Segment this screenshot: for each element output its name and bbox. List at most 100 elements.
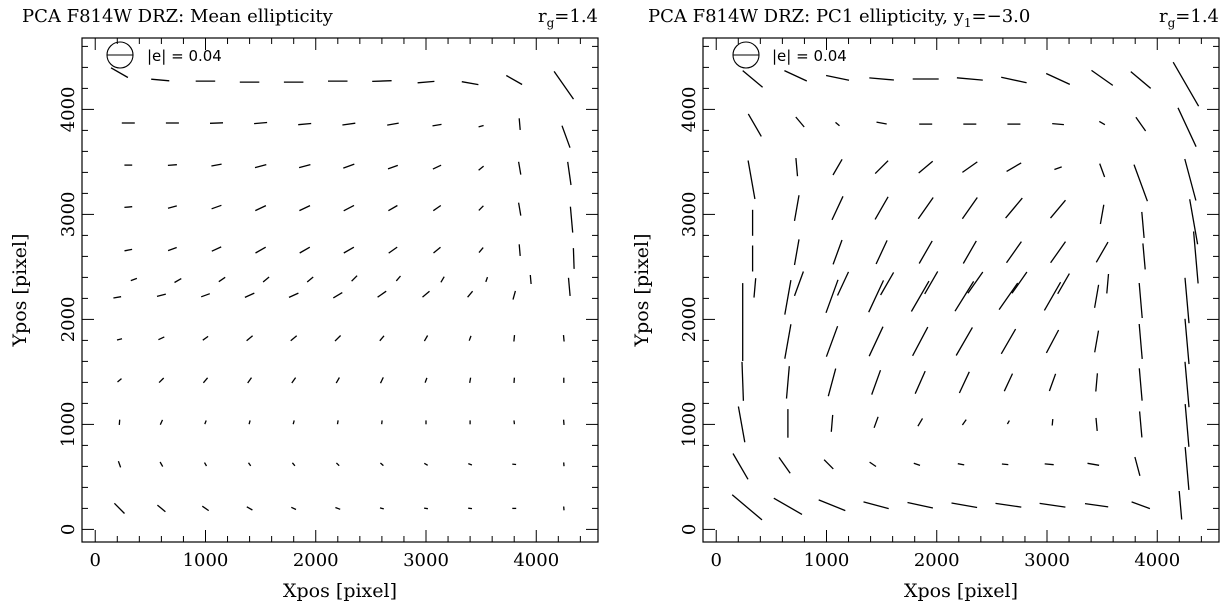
y-tick-label: 1000: [58, 401, 79, 447]
ellipticity-stick: [423, 335, 429, 342]
x-axis-label: Xpos [pixel]: [283, 580, 397, 602]
ellipticity-stick: [255, 205, 267, 212]
ellipticity-stick: [1184, 404, 1190, 447]
ellipticity-stick: [832, 158, 843, 176]
ellipticity-stick: [967, 271, 984, 294]
ellipticity-stick: [202, 377, 209, 384]
ellipticity-stick: [795, 158, 799, 177]
x-tick-label: 4000: [513, 550, 559, 571]
ellipticity-stick: [1189, 199, 1199, 245]
ellipticity-stick: [513, 335, 516, 342]
ellipticity-stick: [298, 122, 312, 126]
ellipticity-stick: [1006, 162, 1022, 172]
axis-ticks: 0 1000 2000 3000 4000 0 1000 2000 3000 4000: [58, 38, 598, 571]
ellipticity-sticks: [110, 67, 575, 514]
ellipticity-stick: [529, 274, 532, 285]
ellipticity-stick: [737, 406, 746, 443]
ellipticity-stick: [351, 275, 358, 282]
ellipticity-stick: [773, 497, 803, 515]
ellipticity-stick: [255, 246, 267, 254]
ellipticity-stick: [156, 293, 166, 298]
ellipticity-stick: [784, 70, 808, 82]
ellipticity-stick: [1178, 490, 1183, 520]
x-tick-label: 0: [90, 550, 101, 571]
ellipticity-stick: [113, 502, 125, 514]
ellipticity-stick: [753, 278, 757, 298]
ellipticity-stick: [244, 292, 255, 298]
x-tick-label: 4000: [1134, 550, 1180, 571]
ellipticity-stick: [567, 161, 572, 186]
ellipticity-stick: [422, 290, 430, 298]
ellipticity-stick: [962, 240, 977, 264]
ellipticity-stick: [818, 499, 846, 512]
ellipticity-stick: [784, 324, 792, 359]
ellipticity-stick: [863, 501, 889, 510]
ellipticity-stick: [432, 204, 442, 212]
ellipticity-stick: [1095, 373, 1099, 392]
ellipticity-stick: [1045, 72, 1071, 85]
x-axis-label: Xpos [pixel]: [904, 580, 1018, 602]
ellipticity-stick: [167, 205, 177, 209]
ellipticity-stick: [468, 335, 472, 341]
ellipticity-stick: [117, 378, 122, 383]
ellipticity-stick: [290, 335, 298, 342]
ellipticity-stick: [918, 240, 933, 264]
ellipticity-stick: [784, 279, 792, 315]
ellipticity-stick: [1134, 456, 1141, 476]
ellipticity-stick: [299, 205, 311, 212]
y-tick-label: 0: [58, 524, 79, 535]
ellipticity-stick: [379, 507, 384, 510]
ellipticity-stick: [332, 292, 343, 299]
ellipticity-stick: [1048, 373, 1057, 392]
y-tick-label: 3000: [58, 191, 79, 237]
scale-key: |e| = 0.04: [106, 41, 222, 69]
ellipticity-stick: [562, 335, 565, 342]
ellipticity-stick: [793, 239, 800, 266]
ellipticity-stick: [200, 293, 211, 298]
ellipticity-stick: [1142, 243, 1146, 270]
ellipticity-stick: [432, 123, 442, 127]
ellipticity-stick: [961, 197, 978, 220]
x-tick-label: 1000: [183, 550, 229, 571]
ellipticity-stick: [874, 196, 889, 220]
ellipticity-stick: [388, 204, 398, 212]
ellipticity-stick: [388, 246, 398, 254]
ellipticity-stick: [1184, 277, 1190, 324]
ellipticity-stick: [254, 163, 267, 169]
ellipticity-stick: [336, 420, 339, 425]
ellipticity-sticks: [731, 61, 1200, 521]
ellipticity-stick: [913, 462, 921, 467]
y-tick-label: 1000: [679, 401, 700, 447]
ellipticity-stick: [517, 202, 522, 216]
ellipticity-stick: [869, 77, 894, 81]
ellipticity-stick: [1093, 284, 1100, 308]
ellipticity-stick: [158, 336, 165, 341]
ellipticity-stick: [869, 461, 877, 468]
ellipticity-stick: [291, 377, 297, 384]
ellipticity-stick: [379, 462, 384, 467]
ellipticity-stick: [1095, 417, 1098, 431]
ellipticity-stick: [334, 335, 342, 342]
ellipticity-stick: [423, 507, 429, 510]
ellipticity-stick: [793, 271, 805, 297]
ellipticity-stick: [467, 290, 474, 298]
ellipticity-stick: [962, 161, 978, 173]
title-right-rg: rg=1.4: [1159, 6, 1219, 30]
ellipticity-stick: [343, 246, 355, 254]
ellipticity-stick: [1138, 411, 1143, 438]
ellipticity-stick: [954, 281, 975, 312]
ellipticity-stick: [387, 164, 399, 170]
ellipticity-stick: [151, 78, 170, 82]
ellipticity-stick: [907, 501, 934, 509]
ellipticity-stick: [468, 462, 473, 466]
ellipticity-stick: [741, 361, 745, 401]
ellipticity-stick: [505, 74, 523, 86]
ellipticity-stick: [747, 160, 756, 200]
ellipticity-stick: [478, 165, 485, 171]
ellipticity-stick: [1184, 447, 1190, 490]
ellipticity-stick: [823, 459, 834, 470]
ellipticity-stick: [288, 292, 299, 298]
ellipticity-stick: [569, 206, 574, 233]
ellipticity-stick: [156, 504, 166, 513]
